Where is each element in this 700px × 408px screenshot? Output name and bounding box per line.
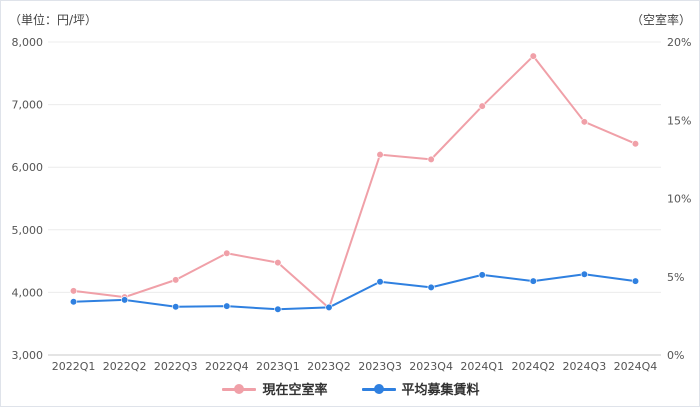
legend-item-average-rent: 平均募集賃料 bbox=[361, 379, 480, 398]
x-tick-label: 2023Q1 bbox=[256, 360, 300, 373]
y-left-tick-label: 8,000 bbox=[12, 36, 44, 49]
legend-swatch-vacancy-rate bbox=[222, 383, 257, 394]
vacancy-rate-point bbox=[376, 151, 384, 159]
y-left-tick-label: 6,000 bbox=[12, 161, 44, 174]
y-right-tick-label: 0% bbox=[667, 349, 684, 362]
x-tick-label: 2023Q2 bbox=[307, 360, 351, 373]
vacancy-rate-point bbox=[274, 259, 282, 267]
average-rent-point bbox=[172, 303, 180, 311]
legend-item-vacancy-rate: 現在空室率 bbox=[222, 379, 328, 398]
vacancy-rate-line bbox=[73, 55, 636, 310]
vacancy-rate-point bbox=[580, 118, 588, 126]
y-left-tick-label: 5,000 bbox=[12, 224, 44, 237]
x-tick-label: 2024Q4 bbox=[614, 360, 658, 373]
vacancy-rate-point bbox=[529, 52, 537, 60]
y-left-tick-label: 4,000 bbox=[12, 286, 44, 299]
y-left-tick-label: 7,000 bbox=[12, 99, 44, 112]
average-rent-point bbox=[274, 305, 282, 313]
average-rent-line bbox=[73, 273, 636, 311]
x-tick-label: 2024Q2 bbox=[511, 360, 555, 373]
vacancy-rate-point bbox=[427, 155, 435, 163]
average-rent-point bbox=[529, 277, 537, 285]
x-tick-label: 2022Q3 bbox=[154, 360, 198, 373]
y-right-tick-label: 5% bbox=[667, 271, 684, 284]
y-left-tick-label: 3,000 bbox=[12, 349, 44, 362]
y-right-tick-label: 15% bbox=[667, 114, 691, 127]
y-right-tick-label: 20% bbox=[667, 36, 691, 49]
legend: 現在空室率 平均募集賃料 bbox=[1, 379, 700, 398]
y-right-tick-label: 10% bbox=[667, 193, 691, 206]
x-tick-label: 2022Q4 bbox=[205, 360, 249, 373]
x-tick-label: 2023Q3 bbox=[358, 360, 402, 373]
vacancy-rate-point bbox=[172, 276, 180, 284]
average-rent-point bbox=[478, 271, 486, 279]
right-axis-unit-label: （空室率） bbox=[630, 13, 691, 27]
average-rent-point bbox=[580, 270, 588, 278]
vacancy-rate-point bbox=[69, 287, 78, 295]
average-rent-point bbox=[121, 296, 129, 304]
vacancy-rate-point bbox=[631, 140, 640, 148]
vacancy-rate-point bbox=[478, 102, 486, 110]
average-rent-point bbox=[69, 298, 78, 306]
left-axis-unit-label: （単位：円/坪） bbox=[9, 13, 98, 27]
x-tick-label: 2023Q4 bbox=[409, 360, 453, 373]
legend-label-average-rent: 平均募集賃料 bbox=[401, 383, 480, 398]
x-tick-label: 2022Q1 bbox=[52, 360, 96, 373]
x-tick-label: 2024Q1 bbox=[460, 360, 504, 373]
vacancy-rate-point bbox=[223, 249, 231, 257]
average-rent-point bbox=[223, 302, 231, 310]
average-rent-point bbox=[427, 283, 435, 291]
average-rent-point bbox=[376, 278, 384, 286]
legend-swatch-average-rent bbox=[361, 383, 396, 394]
average-rent-point bbox=[325, 303, 333, 312]
x-tick-label: 2024Q3 bbox=[563, 360, 607, 373]
legend-label-vacancy-rate: 現在空室率 bbox=[262, 383, 328, 398]
x-tick-label: 2022Q2 bbox=[103, 360, 147, 373]
average-rent-point bbox=[631, 277, 640, 285]
